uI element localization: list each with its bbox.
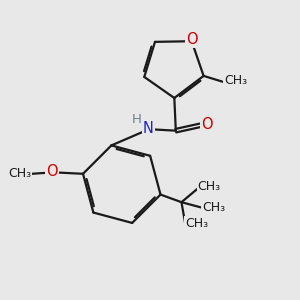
Text: CH₃: CH₃ bbox=[202, 201, 225, 214]
Text: O: O bbox=[201, 117, 212, 132]
Text: N: N bbox=[143, 121, 154, 136]
Text: O: O bbox=[186, 32, 197, 46]
Text: CH₃: CH₃ bbox=[8, 167, 31, 180]
Text: CH₃: CH₃ bbox=[185, 218, 208, 230]
Text: O: O bbox=[46, 164, 58, 179]
Text: CH₃: CH₃ bbox=[198, 180, 221, 194]
Text: H: H bbox=[132, 113, 142, 126]
Text: CH₃: CH₃ bbox=[224, 74, 247, 87]
